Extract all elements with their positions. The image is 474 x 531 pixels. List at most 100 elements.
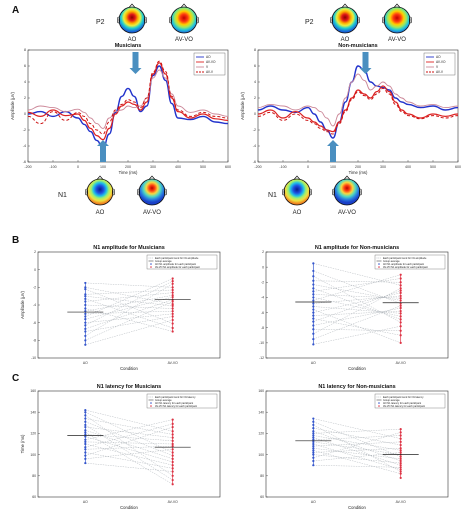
n1-lat-nonmusicians-ao-point-0 (312, 417, 315, 420)
topomap-n1-avvo-musicians (137, 175, 168, 206)
n1-amp-musicians-avvo-point-6 (171, 294, 174, 297)
n1-lat-musicians-ao-point-16 (84, 451, 87, 454)
n1-amp-nonmusicians-legend (374, 254, 446, 270)
n1-lat-nonmusicians-participant-line-5 (313, 428, 401, 434)
n1-amp-nonmusicians-ytick-label-4: -4 (261, 296, 264, 300)
n1-lat-musicians-participant-line-1 (85, 412, 173, 453)
topomap-p2-ao-nonmusicians (329, 3, 360, 34)
n1-lat-musicians-title: N1 latency for Musicians (97, 384, 162, 390)
n1-lat-nonmusicians-avvo-point-1 (399, 431, 402, 434)
panel-letter-b: B (12, 235, 19, 246)
n1-lat-nonmusicians-avvo-point-10 (399, 455, 402, 458)
n1-amp-musicians-ytick-label-5: 0 (34, 268, 36, 272)
erp-musicians-ytick-label-7: 8 (24, 48, 26, 52)
erp-nonmusicians-xtick-label-0: -200 (254, 165, 261, 169)
n1-lat-nonmusicians-avvo-point-6 (399, 447, 402, 450)
n1-amp-musicians-ao-point-5 (84, 297, 87, 300)
n1-lat-musicians-avvo-point-5 (171, 436, 174, 439)
topomap-p2-ao-musicians (117, 3, 148, 34)
n1-lat-nonmusicians-ao-point-10 (312, 442, 315, 446)
n1-lat-musicians-avvo-point-2 (171, 425, 174, 429)
n1-amp-musicians-participant-line-10 (85, 311, 173, 315)
n1-lat-nonmusicians-avvo-point-5 (399, 443, 402, 447)
erp-musicians-xlabel: Time (ms) (119, 170, 138, 175)
n1-lat-nonmusicians-ytick-label-2: 100 (258, 453, 264, 457)
n1-amp-nonmusicians-legend-label-3: AV-VO N1 amplitude for each participant (383, 266, 428, 269)
n1-lat-musicians-ytick-label-4: 140 (30, 410, 36, 414)
erp-musicians-series-avvo (27, 62, 229, 141)
n1-lat-nonmusicians-ytick-label-4: 140 (258, 410, 264, 414)
n1-lat-nonmusicians-ao-point-7 (312, 436, 315, 439)
n1-lat-musicians-category-label-0: AO (83, 500, 88, 504)
n1-lat-nonmusicians-ao-point-8 (312, 438, 315, 441)
n1-amp-musicians-ao-point-16 (84, 330, 87, 333)
n1-amp-musicians-ytick-label-6: 2 (34, 250, 36, 254)
n1-amp-nonmusicians-plot-area (265, 251, 449, 359)
erp-musicians-ylabel: Amplitude (μV) (10, 92, 15, 120)
n1-amp-nonmusicians-ao-point-13 (312, 311, 315, 314)
n1-avvo-label-nonmusicians: AV-VO (338, 210, 356, 216)
n1-lat-nonmusicians-ao-point-3 (312, 427, 315, 430)
erp-musicians-xtick-label-5: 300 (150, 165, 156, 169)
erp-musicians-ytick-label-3: 0 (24, 112, 26, 116)
n1-amp-nonmusicians-ao-point-0 (312, 262, 315, 265)
n1-lat-nonmusicians-legend-label-3: AV-VO N1 latency for each participant (383, 405, 425, 408)
n1-amp-musicians-participant-line-15 (85, 299, 173, 330)
n1-amp-musicians-ao-point-3 (84, 293, 87, 296)
n1-lat-nonmusicians-avvo-point-16 (399, 468, 402, 471)
n1-lat-nonmusicians-ao-point-1 (312, 420, 315, 423)
n1-amp-nonmusicians-legend-swatch-3 (378, 266, 380, 268)
n1-lat-nonmusicians-legend-label-0: Each participant trend for N1 latency (383, 396, 424, 399)
n1-amp-musicians-ao-point-19 (84, 343, 87, 346)
n1-lat-musicians-ytick-label-0: 60 (32, 495, 36, 499)
n1-amp-nonmusicians-avvo-point-5 (399, 289, 402, 292)
erp-nonmusicians-xtick-label-3: 100 (330, 165, 336, 169)
n1-lat-musicians-participant-line-8 (85, 432, 173, 485)
n1-lat-musicians-ao-point-8 (84, 431, 87, 434)
n1-lat-musicians-avvo-point-15 (171, 467, 174, 470)
n1-amp-musicians-ao-point-1 (84, 286, 87, 289)
n1-amp-musicians-legend-label-1: Group average (155, 260, 172, 263)
n1-amp-musicians-avvo-point-0 (171, 277, 174, 280)
n1-amp-nonmusicians-title: N1 amplitude for Non-musicians (315, 245, 399, 251)
n1-lat-musicians-ao-point-3 (84, 417, 87, 420)
n1-lat-musicians-participant-line-15 (85, 445, 173, 450)
n1-amp-musicians-ao-point-7 (84, 303, 87, 307)
n1-amp-musicians-participant-line-5 (85, 298, 173, 329)
erp-musicians-xtick-label-1: -100 (49, 165, 56, 169)
n1-amp-musicians-avvo-point-19 (171, 330, 174, 333)
erp-nonmusicians-series-ao (257, 65, 459, 139)
n1-lat-musicians-xlabel: Condition (120, 505, 138, 510)
n1-amp-nonmusicians-avvo-point-7 (399, 294, 402, 298)
n1-amp-nonmusicians-category-label-0: AO (311, 361, 316, 365)
n1-lat-nonmusicians-ao-point-16 (312, 456, 315, 459)
n1-lat-nonmusicians-ao-point-2 (312, 423, 315, 427)
n1-lat-musicians-avvo-point-3 (171, 430, 174, 433)
erp-nonmusicians-xtick-label-7: 500 (430, 165, 436, 169)
n1-lat-nonmusicians-avvo-point-8 (399, 451, 402, 454)
n1-amp-nonmusicians-avvo-point-18 (399, 325, 402, 328)
n1-amp-nonmusicians-ao-point-4 (312, 283, 315, 286)
n1-lat-nonmusicians-participant-line-8 (313, 435, 401, 440)
topomap-group-n1-nonmusicians: N1 AO AV-VO (268, 175, 362, 216)
panel-letter-c: C (12, 373, 19, 384)
n1-amp-nonmusicians-avvo-point-16 (399, 318, 402, 321)
n1-amp-nonmusicians-avvo-point-4 (399, 287, 402, 290)
n1-amp-nonmusicians-participant-line-5 (313, 288, 401, 320)
n1-amp-musicians-avvo-point-9 (171, 300, 174, 303)
n1-lat-nonmusicians-avvo-point-3 (399, 437, 402, 440)
erp-nonmusicians-series-v (257, 73, 459, 127)
n1-lat-musicians-legend-label-0: Each participant trend for N1 latency (155, 396, 196, 399)
erp-musicians-arrow-icon-0 (129, 52, 142, 74)
n1-lat-nonmusicians-ao-point-11 (312, 445, 315, 448)
n1-lat-nonmusicians-ao-point-13 (312, 449, 315, 452)
n1-lat-musicians-ao-point-0 (84, 408, 87, 412)
n1-amp-nonmusicians-avvo-point-0 (399, 273, 402, 276)
n1-lat-nonmusicians-avvo-point-15 (399, 466, 402, 469)
erp-musicians-ytick-label-5: 4 (24, 80, 26, 84)
erp-musicians-legend (193, 52, 226, 76)
topomap-p2-avvo-nonmusicians (381, 3, 412, 34)
erp-musicians-ytick-label-2: -2 (23, 128, 26, 132)
